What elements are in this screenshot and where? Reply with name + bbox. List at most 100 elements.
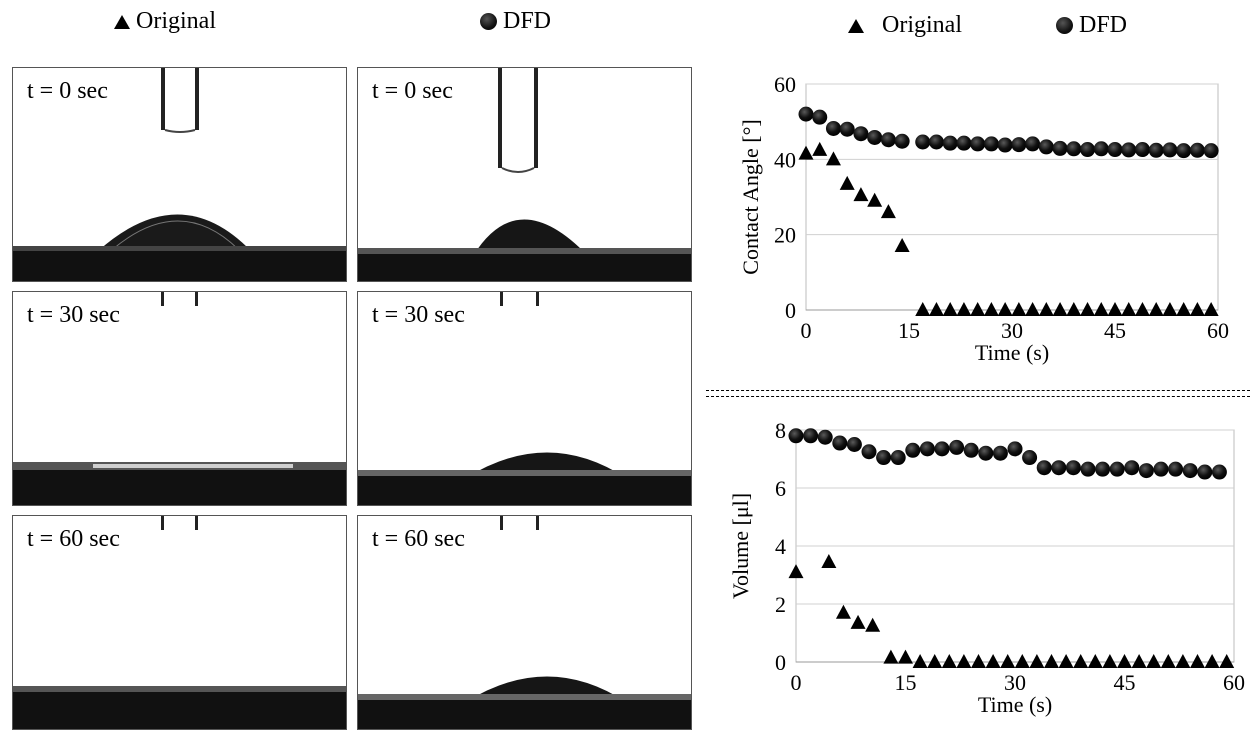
data-point-original <box>788 564 804 579</box>
data-point-dfd <box>880 132 896 148</box>
data-point-dfd <box>949 439 965 455</box>
x-tick-label: 15 <box>898 318 920 343</box>
data-point-dfd <box>983 136 999 152</box>
data-point-original <box>1162 302 1178 316</box>
data-point-original <box>1102 654 1118 668</box>
data-point-original <box>1204 654 1220 668</box>
data-point-original <box>1052 302 1068 316</box>
data-point-dfd <box>861 444 877 460</box>
data-point-original <box>850 614 866 629</box>
data-point-dfd <box>812 109 828 125</box>
data-point-original <box>970 302 986 316</box>
data-point-dfd <box>1080 142 1096 158</box>
data-point-original <box>915 302 931 316</box>
data-point-dfd <box>1211 464 1227 480</box>
data-point-dfd <box>1038 139 1054 155</box>
data-point-original <box>1203 302 1219 316</box>
data-point-dfd <box>890 450 906 466</box>
data-point-dfd <box>1197 464 1213 480</box>
data-point-dfd <box>1025 136 1041 152</box>
data-point-original <box>1148 302 1164 316</box>
data-point-dfd <box>1066 141 1082 157</box>
data-point-dfd <box>817 429 833 445</box>
data-point-dfd <box>1124 460 1140 476</box>
data-point-original <box>985 654 1001 668</box>
y-tick-label: 6 <box>775 476 786 501</box>
data-point-original <box>1117 654 1132 668</box>
x-tick-label: 45 <box>1114 670 1136 695</box>
data-point-dfd <box>970 136 986 152</box>
droplet-image-dfd-t30: t = 30 sec <box>357 291 692 506</box>
y-axis-label: Volume [μl] <box>728 493 753 599</box>
panel-time-label: t = 0 sec <box>372 78 453 104</box>
data-point-original <box>894 237 910 252</box>
data-point-dfd <box>956 135 972 151</box>
data-point-original <box>821 553 837 568</box>
data-point-original <box>1219 654 1235 668</box>
data-point-original <box>1000 654 1016 668</box>
data-point-dfd <box>1182 463 1198 479</box>
data-point-original <box>798 145 814 160</box>
legend-dfd-left: DFD <box>480 8 551 35</box>
data-point-dfd <box>1189 142 1205 158</box>
data-point-original <box>865 617 881 632</box>
x-tick-label: 30 <box>1001 318 1023 343</box>
data-point-dfd <box>919 441 935 457</box>
x-tick-label: 60 <box>1207 318 1229 343</box>
data-point-dfd <box>934 441 950 457</box>
data-point-original <box>927 654 943 668</box>
data-point-dfd <box>1162 142 1178 158</box>
volume-chart-svg: 0 2 4 6 8 0 15 30 45 60 Time (s) Volume [μl] <box>728 418 1245 717</box>
legend-dfd-right: DFD <box>1056 12 1127 39</box>
data-point-dfd <box>992 445 1008 461</box>
data-point-dfd <box>1107 142 1123 158</box>
data-point-dfd <box>915 134 931 150</box>
data-point-original <box>1131 654 1147 668</box>
data-point-dfd <box>1109 461 1125 477</box>
data-point-original <box>1011 302 1027 316</box>
volume-chart: 0 2 4 6 8 0 15 30 45 60 Time (s) Volume [μl] <box>706 405 1250 730</box>
data-point-original <box>1080 302 1096 316</box>
y-axis-label: Contact Angle [°] <box>738 119 763 274</box>
circle-marker-icon <box>480 13 497 30</box>
y-tick-label: 40 <box>774 147 796 172</box>
data-point-original <box>1190 654 1205 668</box>
data-point-dfd <box>997 137 1013 153</box>
x-axis-label: Time (s) <box>975 340 1049 365</box>
x-tick-label: 60 <box>1223 670 1245 695</box>
data-point-original <box>971 654 986 668</box>
x-tick-label: 0 <box>791 670 802 695</box>
data-point-original <box>1025 302 1041 316</box>
data-point-dfd <box>839 121 855 137</box>
data-point-original <box>1073 654 1089 668</box>
triangle-marker-icon <box>114 14 130 29</box>
data-point-original <box>956 654 972 668</box>
data-point-original <box>883 649 899 664</box>
panel-time-label: t = 60 sec <box>27 526 120 552</box>
data-point-original <box>898 649 913 664</box>
data-point-original <box>1121 302 1137 316</box>
x-tick-label: 45 <box>1104 318 1126 343</box>
data-point-dfd <box>942 135 958 151</box>
data-point-dfd <box>963 442 979 458</box>
data-point-dfd <box>1138 463 1154 479</box>
y-tick-label: 60 <box>774 72 796 97</box>
legend-dfd-label: DFD <box>503 8 552 34</box>
data-point-original <box>912 654 928 668</box>
dfd-t60-drawing <box>358 516 691 729</box>
x-axis-label: Time (s) <box>978 692 1052 717</box>
data-point-dfd <box>798 106 814 122</box>
data-point-original <box>1146 654 1162 668</box>
legend-original-label: Original <box>136 8 216 34</box>
data-point-dfd <box>1036 460 1052 476</box>
legend-original-right: Original <box>848 12 962 39</box>
data-point-original <box>839 175 855 190</box>
data-point-original <box>1038 302 1054 316</box>
data-point-dfd <box>1176 143 1192 159</box>
data-point-dfd <box>825 120 841 136</box>
plot-frame <box>805 83 1219 311</box>
data-point-dfd <box>803 428 819 444</box>
data-point-original <box>1093 302 1109 316</box>
data-point-original <box>880 204 896 219</box>
data-point-dfd <box>846 437 862 452</box>
